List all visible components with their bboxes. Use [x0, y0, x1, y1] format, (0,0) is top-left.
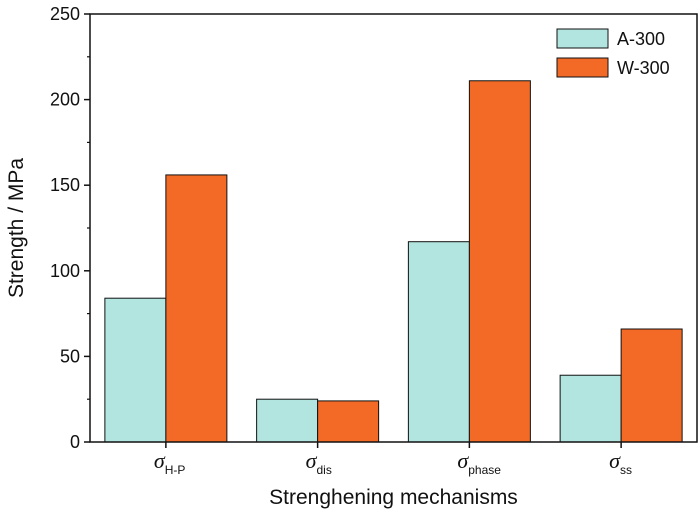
bar-w-300-ss [620, 328, 683, 443]
x-tick-symbol: σ [457, 448, 469, 473]
x-tick-subscript: H-P [165, 463, 186, 477]
bar-a-300-ss [559, 374, 622, 443]
legend-swatch-w-300 [556, 57, 609, 78]
x-tick-subscript: dis [316, 463, 331, 477]
y-tick-label: 50 [60, 346, 80, 366]
y-tick-label: 100 [50, 261, 80, 281]
x-tick-symbol: σ [609, 448, 621, 473]
y-tick-label: 200 [50, 90, 80, 110]
bar-w-300-phase [468, 80, 531, 443]
legend: A-300 W-300 [556, 28, 670, 78]
bar-w-300-dis [317, 400, 380, 443]
bar-a-300-phase [407, 241, 470, 443]
y-tick-label: 150 [50, 175, 80, 195]
bar-a-300-h-p [104, 297, 167, 443]
x-tick-symbol: σ [306, 448, 318, 473]
bar-a-300-dis [256, 398, 319, 443]
x-tick-subscript: ss [620, 463, 632, 477]
x-axis: σH-P σdis σphase σss [154, 442, 632, 477]
bars-group [104, 80, 683, 443]
y-tick-label: 0 [70, 432, 80, 452]
y-axis-title: Strength / MPa [5, 158, 28, 298]
x-tick-symbol: σ [154, 448, 166, 473]
x-tick-label: σss [609, 448, 632, 477]
legend-label-a-300: A-300 [617, 29, 665, 49]
x-tick-label: σphase [457, 448, 501, 477]
x-axis-title: Strenghening mechanisms [269, 486, 518, 509]
x-tick-subscript: phase [468, 463, 501, 477]
y-axis: 0 50 100 150 200 250 [50, 4, 90, 452]
x-tick-label: σdis [306, 448, 332, 477]
legend-swatch-a-300 [556, 28, 609, 49]
bar-w-300-h-p [165, 174, 228, 443]
y-tick-label: 250 [50, 4, 80, 24]
legend-label-w-300: W-300 [617, 58, 670, 78]
x-tick-label: σH-P [154, 448, 186, 477]
